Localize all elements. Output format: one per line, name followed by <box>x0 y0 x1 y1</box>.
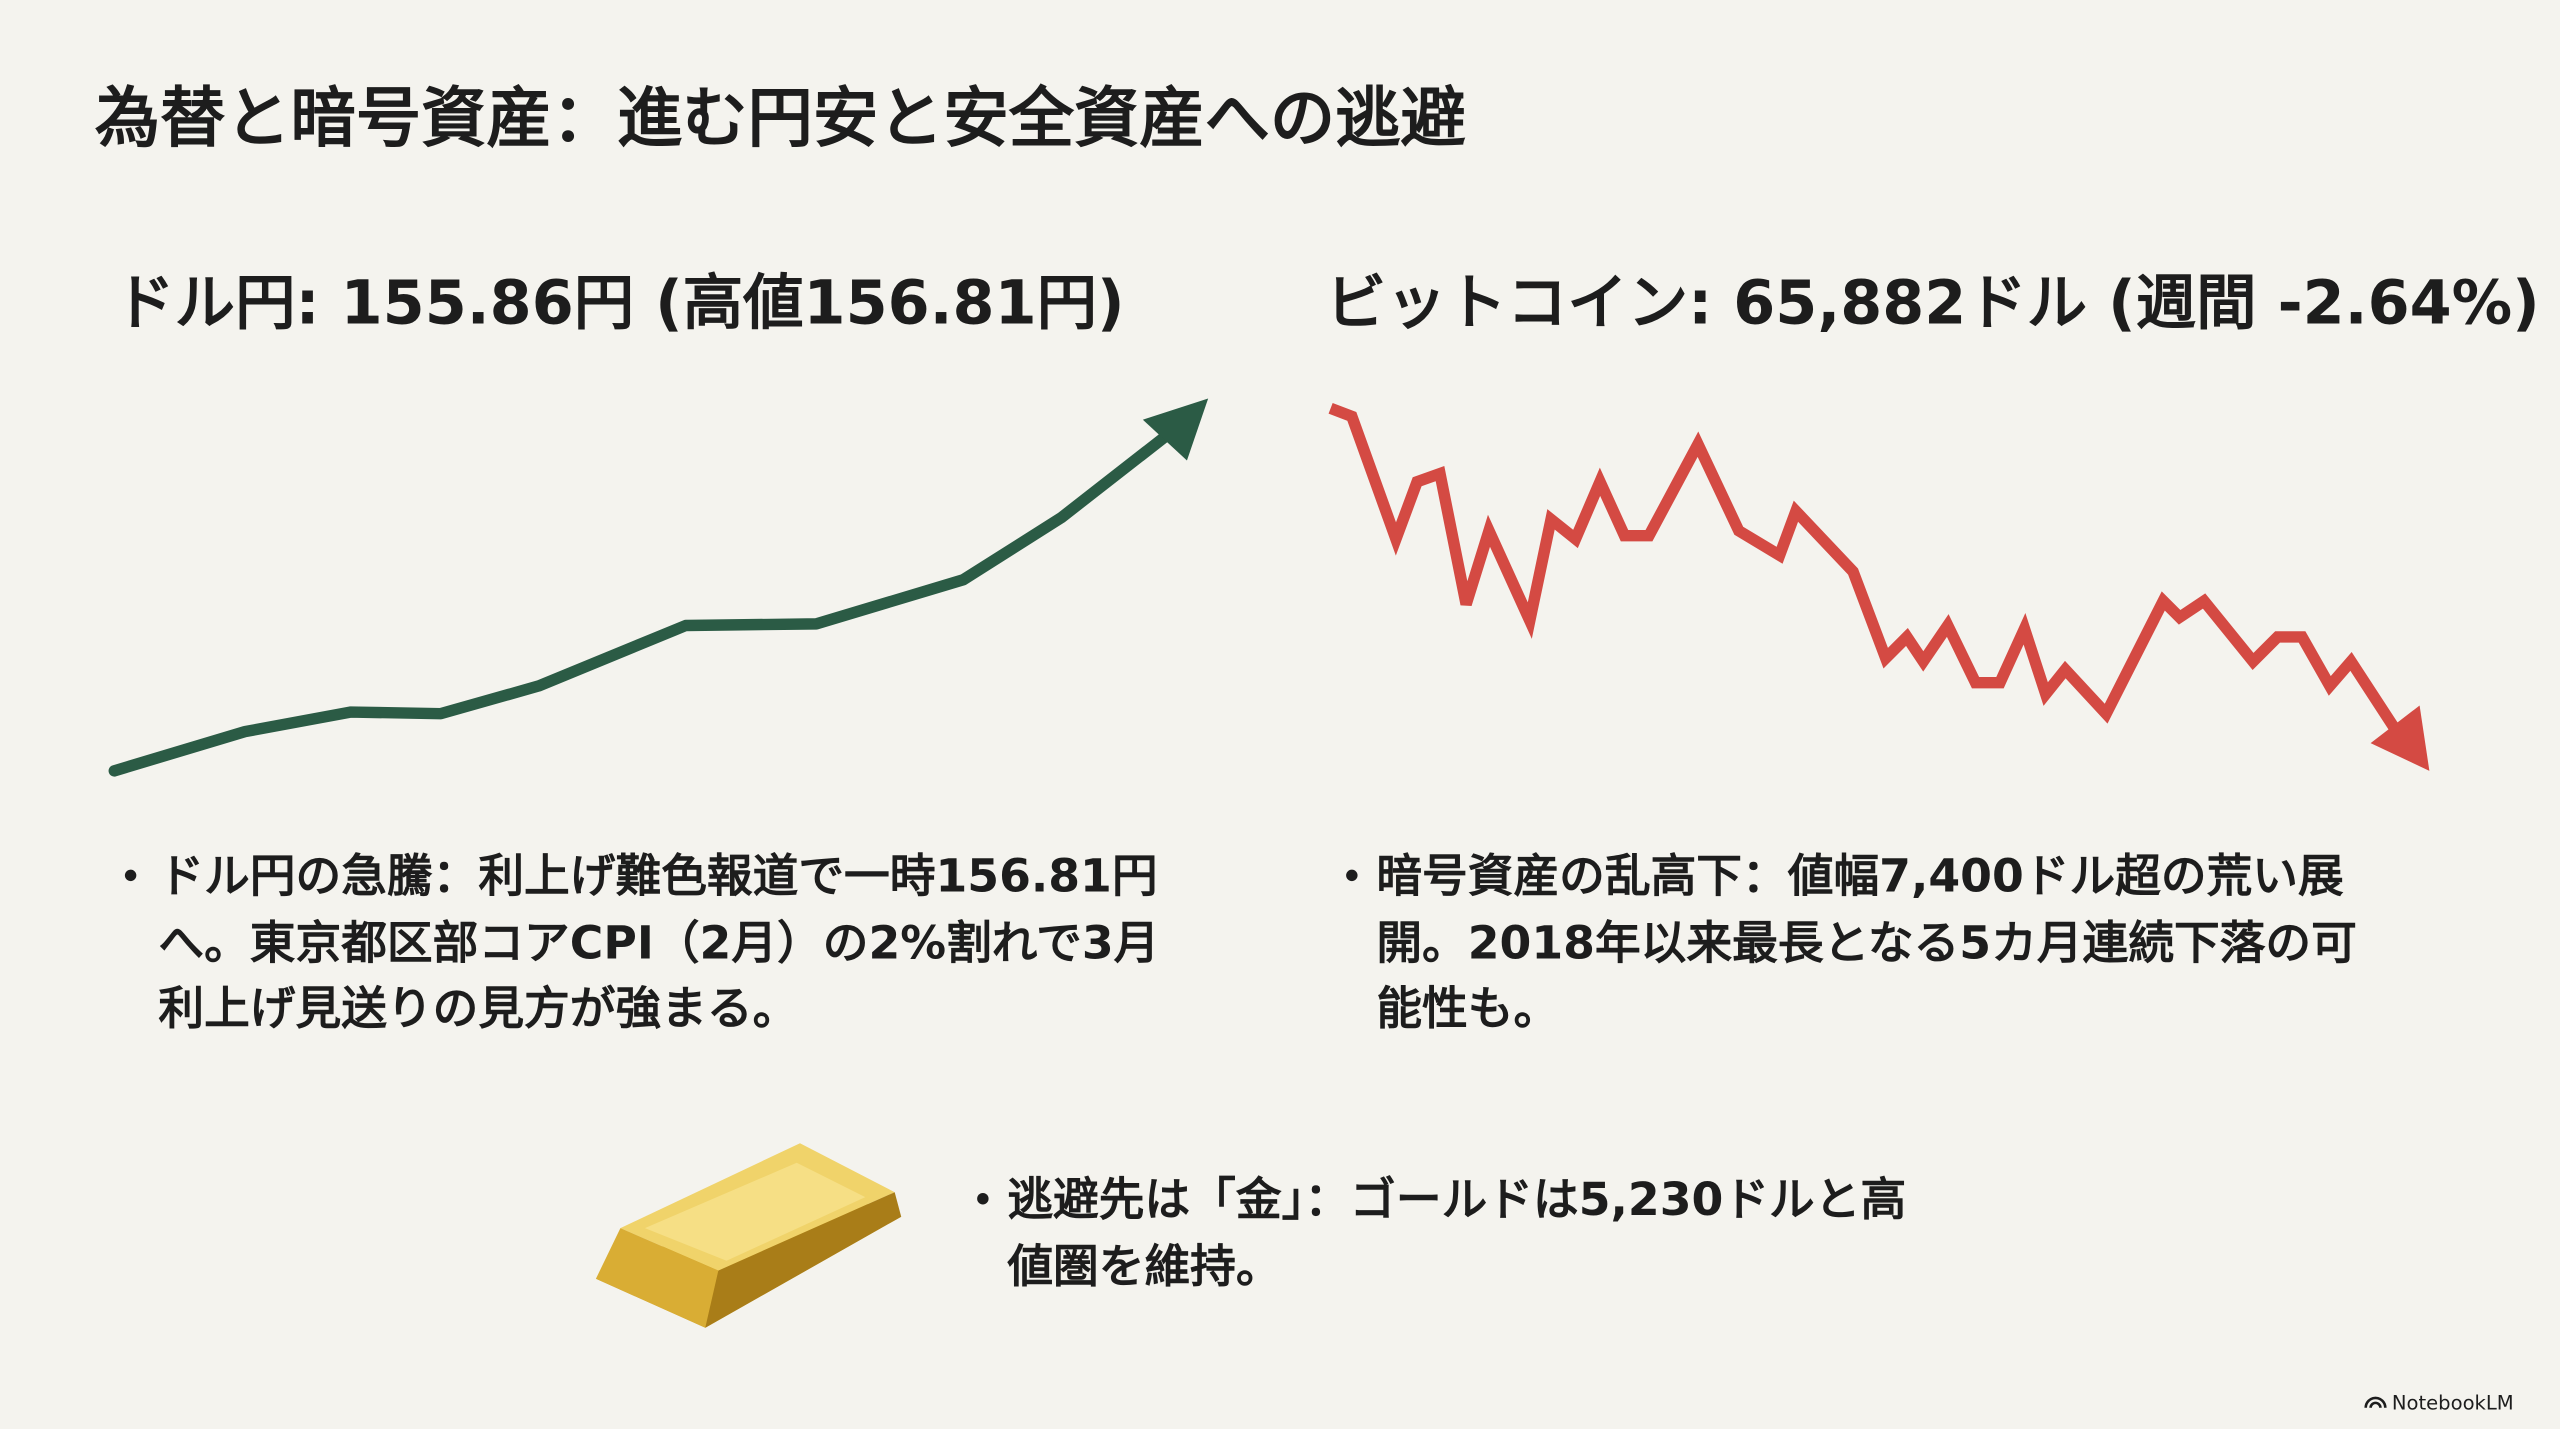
footer: NotebookLM <box>2392 1391 2514 1414</box>
title: 為替と暗号資産：進む円安と安全資産への逃避 <box>95 80 1466 156</box>
bullet-dot <box>1346 869 1358 882</box>
bullet-line: へ。東京都区部コアCPI（2月）の2%割れで3月 <box>158 917 1159 970</box>
left-bullet: ドル円の急騰：利上げ難色報道で一時156.81円 へ。東京都区部コアCPI（2月… <box>124 850 1159 1035</box>
gold-bullet: 逃避先は「金」：ゴールドは5,230ドルと高 値圏を維持。 <box>977 1173 1906 1293</box>
bullet-line: 値圏を維持。 <box>1006 1240 1281 1293</box>
bullet-line: 利上げ見送りの見方が強まる。 <box>158 982 798 1035</box>
right-bullet: 暗号資産の乱高下：値幅7,400ドル超の荒い展 開。2018年以来最長となる5カ… <box>1346 850 2357 1035</box>
footer-logo <box>2364 1396 2387 1408</box>
gold-bar-icon <box>595 1143 902 1328</box>
downtrend-arrow <box>2370 705 2430 771</box>
bullet-dot <box>124 869 137 882</box>
bullet-line: 逃避先は「金」：ゴールドは5,230ドルと高 <box>1007 1173 1906 1226</box>
bullet-dot <box>977 1193 989 1205</box>
uptrend-line <box>108 425 1178 777</box>
bullet-line: 暗号資産の乱高下：値幅7,400ドル超の荒い展 <box>1376 850 2344 903</box>
right-heading: ビットコイン: 65,882ドル (週間 -2.64%) <box>1326 268 2540 338</box>
uptrend-arrow <box>1142 398 1209 461</box>
bullet-line: 開。2018年以来最長となる5カ月連続下落の可 <box>1376 917 2356 970</box>
left-heading: ドル円: 155.86円 (高値156.81円) <box>114 268 1124 338</box>
downtrend-line <box>1328 402 2402 735</box>
bullet-line: ドル円の急騰：利上げ難色報道で一時156.81円 <box>158 850 1157 903</box>
bullet-line: 能性も。 <box>1376 982 1559 1035</box>
